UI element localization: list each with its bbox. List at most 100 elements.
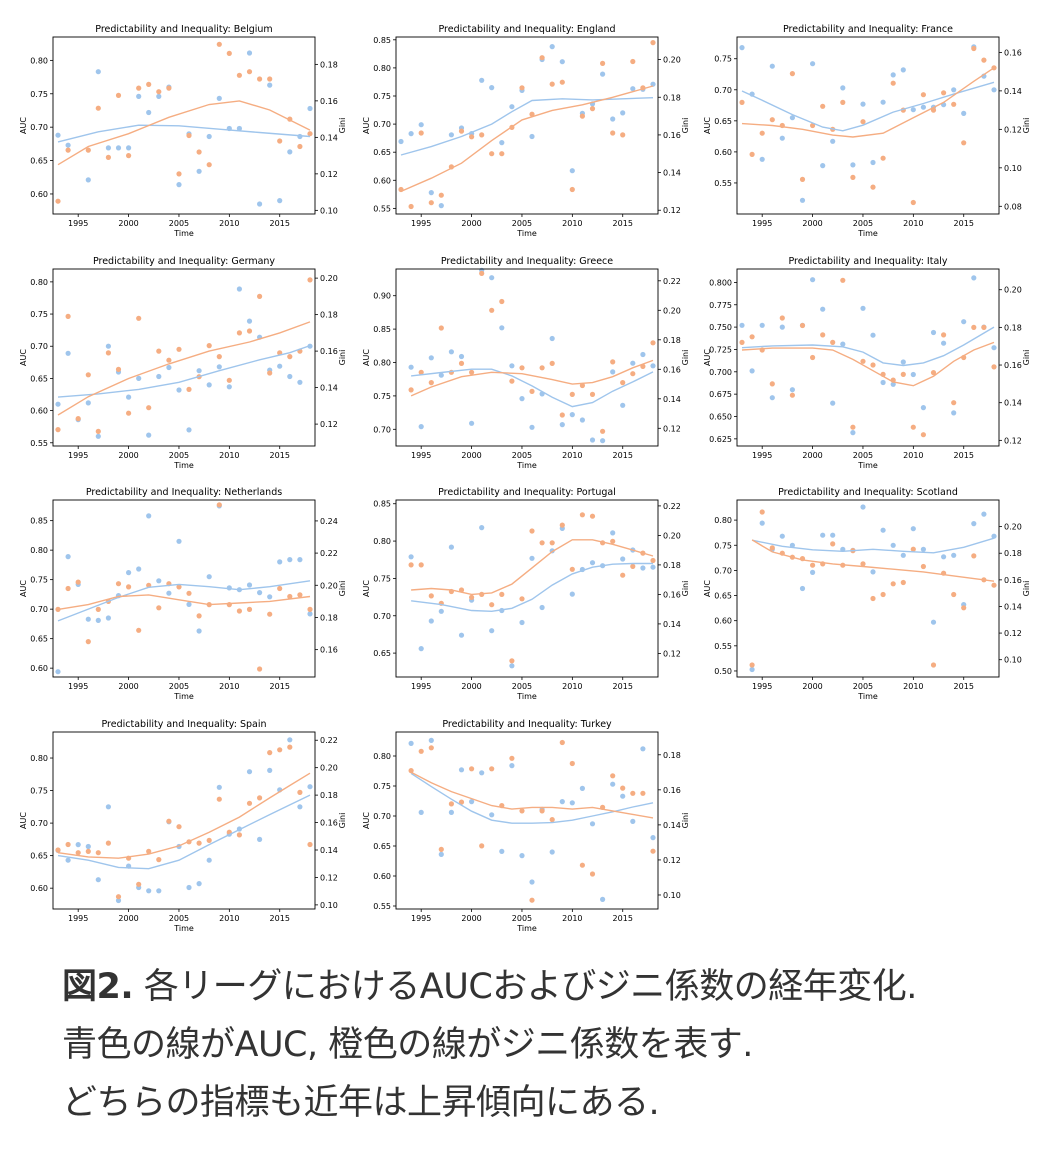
y-tick-label: 0.65	[373, 649, 391, 658]
gini-point	[156, 857, 162, 863]
gini-point	[196, 840, 202, 846]
gini-point	[600, 428, 606, 434]
y2-tick-label: 0.22	[320, 549, 338, 558]
gini-point	[186, 386, 192, 392]
y-axis-label: AUC	[362, 812, 371, 829]
x-tick-label: 2005	[169, 219, 189, 228]
x-tick-label: 1995	[411, 219, 431, 228]
y2-axis-label: Gini	[338, 118, 347, 134]
gini-point	[610, 538, 616, 544]
y-tick-label: 0.55	[714, 642, 732, 651]
auc-point	[246, 50, 253, 56]
auc-point	[830, 400, 836, 406]
gini-point	[519, 85, 525, 91]
x-tick-label: 2000	[461, 914, 481, 923]
auc-point	[610, 781, 616, 787]
gini-point	[277, 747, 283, 753]
x-tick-label: 2000	[461, 219, 481, 228]
y-tick-label: 0.80	[714, 516, 732, 525]
gini-point	[196, 613, 202, 619]
y2-tick-label: 0.16	[320, 97, 338, 106]
y-tick-label: 0.60	[30, 190, 48, 199]
gini-point	[610, 130, 616, 136]
gini-point	[287, 354, 293, 360]
gini-point	[307, 841, 313, 848]
y2-tick-label: 0.16	[1004, 361, 1022, 370]
auc-point	[287, 737, 293, 743]
gini-point	[489, 307, 495, 313]
x-tick-label: 2015	[270, 219, 290, 228]
y2-tick-label: 0.18	[663, 751, 681, 760]
chart-panel: Predictability and Inequality: Belgium 19…	[19, 24, 347, 238]
x-tick-label: 2005	[512, 219, 532, 228]
plot-frame	[52, 36, 316, 215]
auc-point	[509, 663, 515, 669]
auc-point	[549, 849, 555, 855]
y-tick-label: 0.75	[373, 92, 391, 101]
y2-tick-label: 0.10	[320, 206, 338, 215]
y-tick-label: 0.70	[30, 819, 48, 828]
auc-point	[600, 71, 606, 77]
chart-title: Predictability and Inequality: Turkey	[442, 719, 612, 730]
gini-point	[297, 592, 303, 598]
gini-point	[650, 340, 656, 346]
gini-point	[85, 848, 91, 855]
gini-point	[910, 546, 916, 552]
y-tick-label: 0.85	[30, 517, 48, 526]
y-tick-label: 0.725	[709, 345, 732, 354]
plot-frame	[395, 268, 659, 447]
auc-point	[428, 355, 434, 361]
y2-tick-label: 0.18	[663, 336, 681, 345]
auc-point	[418, 122, 424, 128]
gini-point	[509, 378, 515, 384]
plot-frame	[395, 36, 659, 215]
gini-point	[620, 785, 626, 791]
y-tick-label: 0.85	[373, 36, 391, 45]
gini-point	[156, 605, 162, 611]
gini-point	[539, 808, 545, 814]
x-tick-label: 2015	[954, 682, 974, 691]
gini-trend-line	[751, 539, 995, 582]
auc-point	[277, 559, 283, 565]
auc-point	[610, 530, 616, 536]
gini-point	[216, 41, 222, 47]
gini-trend-line	[741, 67, 995, 138]
gini-point	[136, 85, 142, 91]
auc-point	[820, 163, 826, 169]
plot-frame	[736, 499, 1000, 678]
y2-tick-label: 0.12	[663, 649, 681, 658]
gini-point	[287, 744, 293, 750]
auc-point	[267, 594, 273, 600]
chart-title: Predictability and Inequality: Italy	[788, 256, 947, 267]
auc-point	[297, 379, 303, 385]
gini-point	[85, 372, 91, 378]
auc-point	[920, 104, 927, 110]
x-tick-label: 1995	[68, 219, 88, 228]
gini-trend-line	[411, 539, 654, 596]
gini-point	[216, 796, 222, 802]
y-tick-label: 0.800	[709, 278, 732, 287]
gini-point	[95, 606, 101, 613]
x-axis-label: Time	[857, 461, 878, 470]
gini-trend-line	[741, 341, 995, 387]
gini-point	[75, 579, 81, 585]
auc-point	[105, 343, 111, 349]
auc-point	[951, 552, 957, 558]
gini-point	[307, 131, 313, 137]
auc-point	[769, 63, 775, 69]
y2-tick-label: 0.14	[663, 169, 681, 178]
gini-point	[499, 591, 505, 598]
auc-trend-line	[400, 97, 654, 156]
y-tick-label: 0.70	[373, 425, 391, 434]
y-tick-label: 0.700	[709, 368, 732, 377]
gini-point	[236, 330, 242, 336]
auc-point	[438, 608, 444, 614]
y2-tick-label: 0.12	[320, 420, 338, 429]
auc-point	[216, 95, 222, 101]
auc-point	[910, 107, 916, 113]
auc-point	[880, 379, 886, 386]
gini-point	[779, 315, 785, 321]
gini-point	[820, 332, 826, 338]
auc-point	[640, 565, 646, 571]
x-tick-label: 2000	[802, 219, 822, 228]
